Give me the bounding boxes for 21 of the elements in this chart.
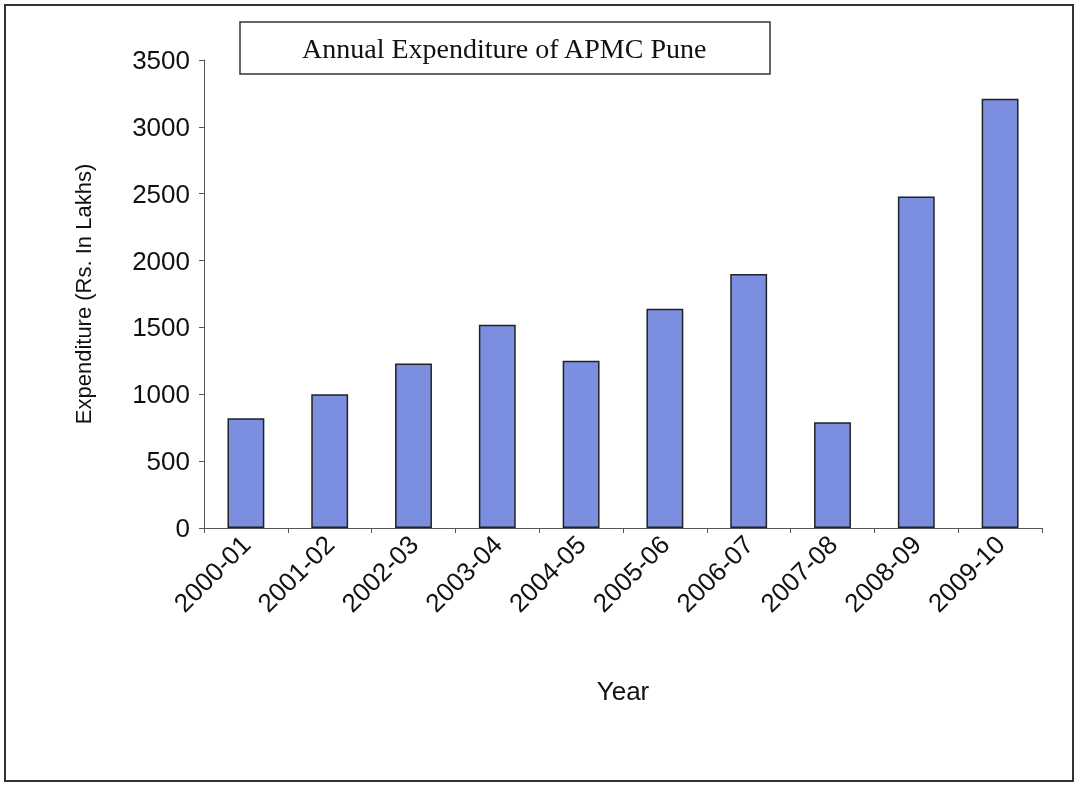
bar — [478, 324, 516, 528]
y-axis-title: Expenditure (Rs. In Lakhs) — [70, 163, 96, 425]
y-tick-label: 1000 — [132, 379, 190, 410]
bar — [227, 418, 265, 528]
bar — [395, 363, 432, 528]
bar — [897, 196, 935, 528]
y-tick-label: 2000 — [132, 245, 190, 276]
bar — [646, 308, 684, 528]
y-tick-label: 2500 — [132, 178, 190, 209]
bar — [814, 422, 851, 528]
bar — [981, 98, 1019, 528]
y-tick-label: 500 — [146, 446, 190, 477]
x-axis-title: Year — [596, 676, 650, 706]
bar — [730, 273, 768, 528]
bar — [562, 360, 600, 528]
bar — [311, 394, 349, 528]
y-tick-label: 3000 — [132, 111, 190, 142]
y-tick-label: 1500 — [132, 312, 190, 343]
y-tick-label: 0 — [175, 513, 190, 543]
y-tick-label: 3500 — [132, 45, 190, 75]
chart-title: Annual Expenditure of APMC Pune — [302, 32, 707, 64]
